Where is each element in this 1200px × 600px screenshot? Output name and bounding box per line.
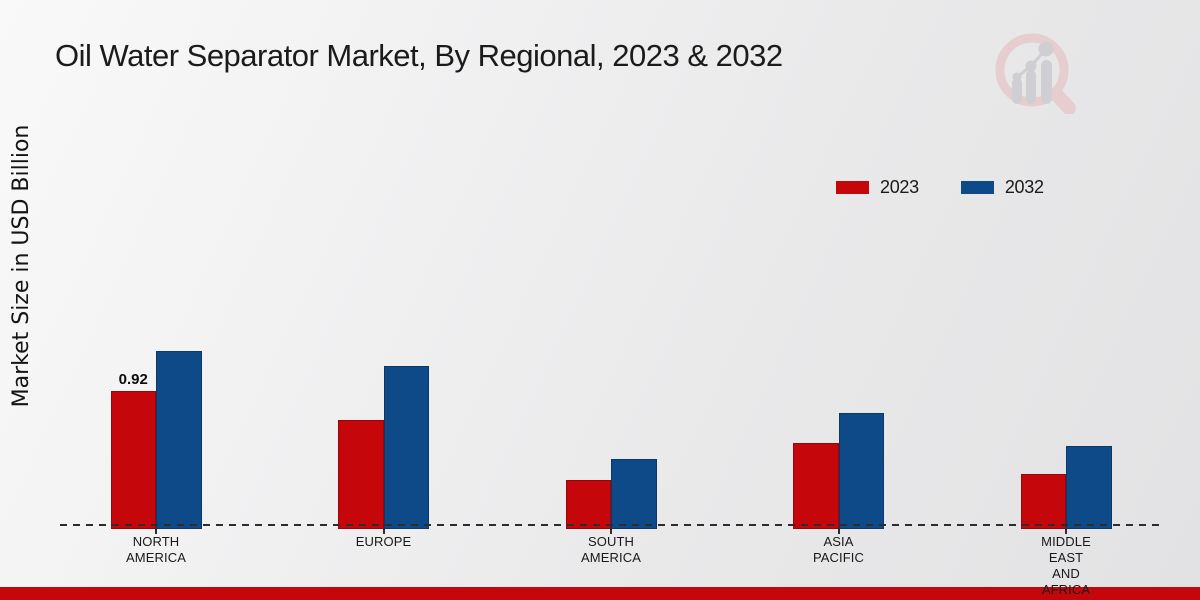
- x-axis-label-south-america: SOUTH AMERICA: [581, 534, 641, 565]
- bar-2032-asia-pacific: [838, 412, 884, 529]
- bar-icon: [1012, 78, 1022, 104]
- legend-label-2023: 2023: [880, 177, 919, 197]
- dot-icon: [1038, 41, 1054, 57]
- bar-2023-asia-pacific: [793, 443, 839, 529]
- bar-2032-europe: [383, 365, 429, 529]
- x-axis-label-asia-pacific: ASIA PACIFIC: [812, 534, 865, 565]
- bar-2032-north-america: [156, 351, 202, 529]
- dot-icon: [1012, 72, 1022, 82]
- legend-label-2032: 2032: [1004, 177, 1044, 197]
- bar-value-label: 0.92: [118, 370, 148, 388]
- dot-icon: [1025, 60, 1037, 72]
- legend: 2023 2032: [836, 177, 1044, 198]
- bar-2032-middle-east-and-africa: [1066, 446, 1112, 529]
- x-axis-tick-north-america: [155, 528, 157, 534]
- x-axis-tick-asia-pacific: [837, 528, 840, 534]
- x-axis-tick-south-america: [610, 528, 612, 534]
- legend-item-2032: 2032: [960, 177, 1044, 198]
- market-research-future-logo-watermark: [995, 33, 1076, 114]
- bar-icon: [1026, 70, 1036, 104]
- x-axis-label-middle-east-and-africa: MIDDLE EAST AND AFRICA: [1041, 534, 1091, 597]
- bar-icon: [1041, 60, 1052, 104]
- magnifier-handle-icon: [1049, 87, 1076, 114]
- x-axis-label-europe: EUROPE: [355, 534, 412, 549]
- chart-title: Oil Water Separator Market, By Regional,…: [55, 38, 783, 73]
- bar-2023-north-america: [110, 390, 156, 529]
- bar-2023-south-america: [565, 479, 611, 529]
- legend-swatch-2023: [836, 181, 869, 194]
- x-axis-tick-middle-east-and-africa: [1065, 528, 1067, 534]
- bar-2023-europe: [338, 419, 384, 529]
- bar-2032-south-america: [611, 459, 657, 529]
- legend-swatch-2032: [960, 181, 994, 194]
- x-axis-tick-europe: [382, 528, 385, 534]
- x-axis-baseline: [60, 524, 1160, 526]
- bar-2023-middle-east-and-africa: [1020, 473, 1066, 529]
- x-axis-label-north-america: NORTH AMERICA: [126, 534, 186, 565]
- legend-item-2023: 2023: [836, 177, 919, 198]
- footer-band: [0, 587, 1200, 600]
